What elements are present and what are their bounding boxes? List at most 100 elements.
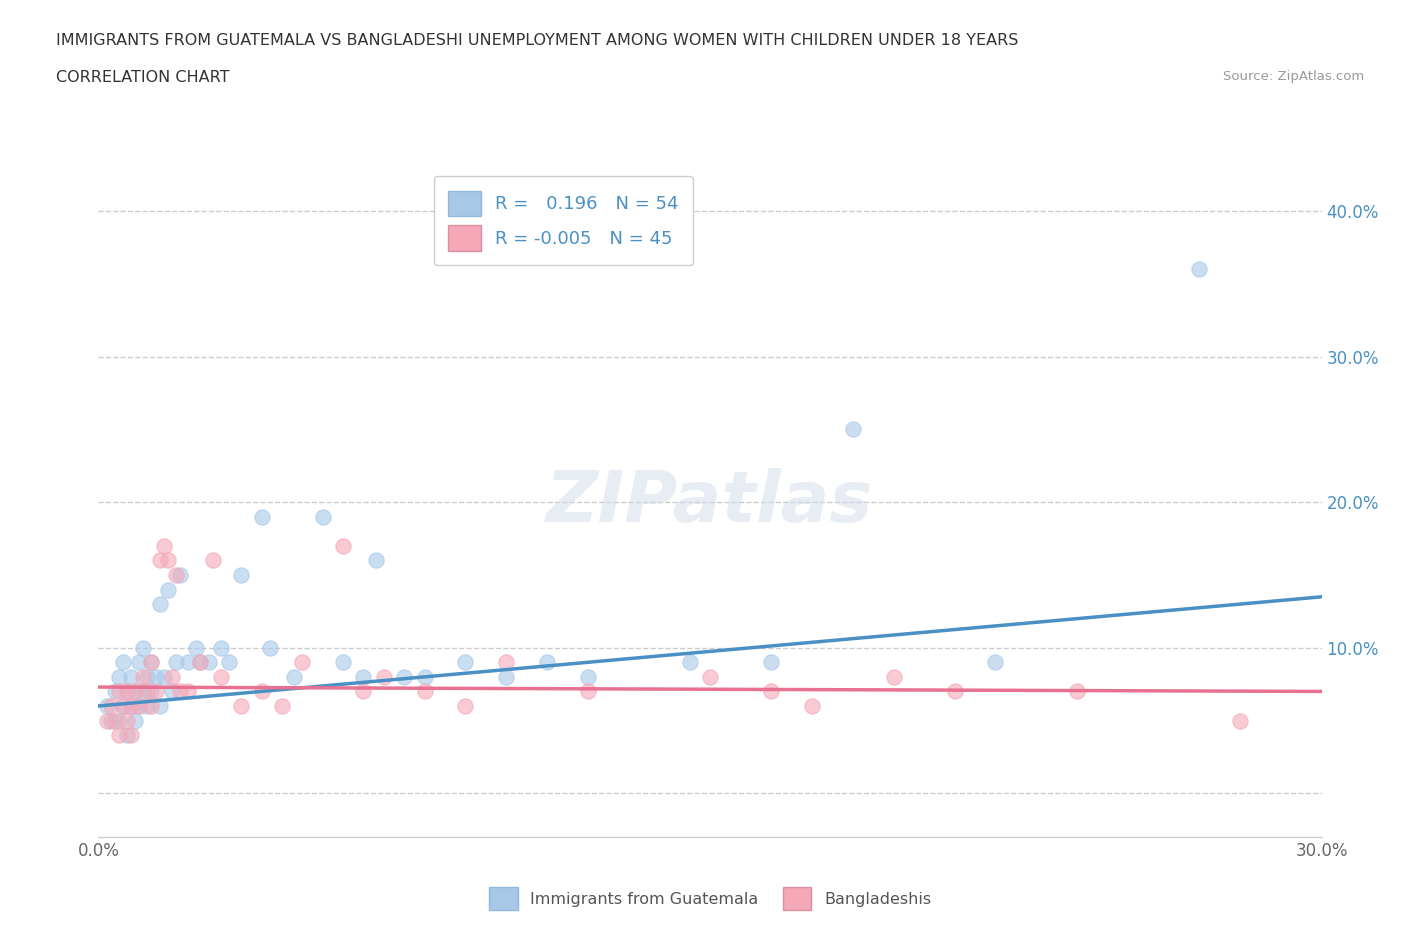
Point: [699, 670, 721, 684]
Point: [165, 567, 187, 582]
Point: [96, 698, 118, 713]
Point: [801, 698, 824, 713]
Text: IMMIGRANTS FROM GUATEMALA VS BANGLADESHI UNEMPLOYMENT AMONG WOMEN WITH CHILDREN : IMMIGRANTS FROM GUATEMALA VS BANGLADESHI…: [56, 33, 1018, 47]
Point: [454, 698, 477, 713]
Point: [352, 670, 374, 684]
Point: [165, 655, 187, 670]
Point: [145, 684, 167, 698]
Point: [156, 582, 179, 597]
Point: [136, 684, 159, 698]
Legend: Immigrants from Guatemala, Bangladeshis: Immigrants from Guatemala, Bangladeshis: [482, 881, 938, 916]
Point: [136, 698, 159, 713]
Point: [120, 698, 142, 713]
Point: [149, 698, 172, 713]
Point: [495, 670, 517, 684]
Point: [373, 670, 395, 684]
Point: [177, 684, 200, 698]
Point: [177, 655, 200, 670]
Point: [156, 553, 179, 568]
Point: [332, 538, 354, 553]
Point: [128, 698, 150, 713]
Point: [132, 670, 155, 684]
Point: [454, 655, 477, 670]
Point: [145, 670, 167, 684]
Point: [943, 684, 966, 698]
Text: Source: ZipAtlas.com: Source: ZipAtlas.com: [1223, 70, 1364, 83]
Point: [283, 670, 305, 684]
Point: [115, 713, 138, 728]
Point: [124, 684, 146, 698]
Point: [160, 684, 183, 698]
Point: [291, 655, 314, 670]
Point: [141, 684, 163, 698]
Point: [250, 510, 273, 525]
Point: [312, 510, 335, 525]
Point: [984, 655, 1007, 670]
Point: [188, 655, 212, 670]
Point: [100, 713, 122, 728]
Point: [169, 567, 191, 582]
Point: [231, 698, 253, 713]
Point: [120, 727, 142, 742]
Point: [332, 655, 354, 670]
Point: [136, 670, 159, 684]
Point: [141, 655, 163, 670]
Point: [141, 698, 163, 713]
Point: [108, 713, 131, 728]
Point: [152, 670, 174, 684]
Point: [197, 655, 219, 670]
Point: [1188, 262, 1211, 277]
Point: [1229, 713, 1251, 728]
Point: [201, 553, 224, 568]
Text: ZIPatlas: ZIPatlas: [547, 468, 873, 537]
Point: [761, 684, 783, 698]
Point: [352, 684, 374, 698]
Point: [132, 684, 155, 698]
Point: [111, 655, 134, 670]
Point: [108, 684, 131, 698]
Point: [104, 684, 127, 698]
Point: [115, 684, 138, 698]
Point: [883, 670, 905, 684]
Point: [104, 713, 127, 728]
Point: [149, 553, 172, 568]
Point: [141, 655, 163, 670]
Point: [231, 567, 253, 582]
Text: CORRELATION CHART: CORRELATION CHART: [56, 70, 229, 85]
Point: [124, 713, 146, 728]
Point: [169, 684, 191, 698]
Point: [259, 641, 281, 656]
Point: [841, 422, 863, 437]
Point: [495, 655, 517, 670]
Point: [536, 655, 558, 670]
Point: [250, 684, 273, 698]
Point: [115, 727, 138, 742]
Point: [111, 698, 134, 713]
Point: [132, 641, 155, 656]
Point: [218, 655, 240, 670]
Point: [270, 698, 294, 713]
Point: [413, 684, 436, 698]
Point: [364, 553, 387, 568]
Point: [96, 713, 118, 728]
Point: [1066, 684, 1088, 698]
Point: [188, 655, 212, 670]
Point: [115, 684, 138, 698]
Point: [120, 698, 142, 713]
Point: [761, 655, 783, 670]
Point: [576, 670, 599, 684]
Point: [392, 670, 416, 684]
Point: [100, 698, 122, 713]
Point: [152, 538, 174, 553]
Point: [209, 641, 232, 656]
Point: [128, 655, 150, 670]
Point: [413, 670, 436, 684]
Point: [120, 670, 142, 684]
Point: [186, 641, 208, 656]
Point: [108, 727, 131, 742]
Point: [149, 597, 172, 612]
Point: [108, 670, 131, 684]
Point: [576, 684, 599, 698]
Point: [128, 698, 150, 713]
Point: [679, 655, 702, 670]
